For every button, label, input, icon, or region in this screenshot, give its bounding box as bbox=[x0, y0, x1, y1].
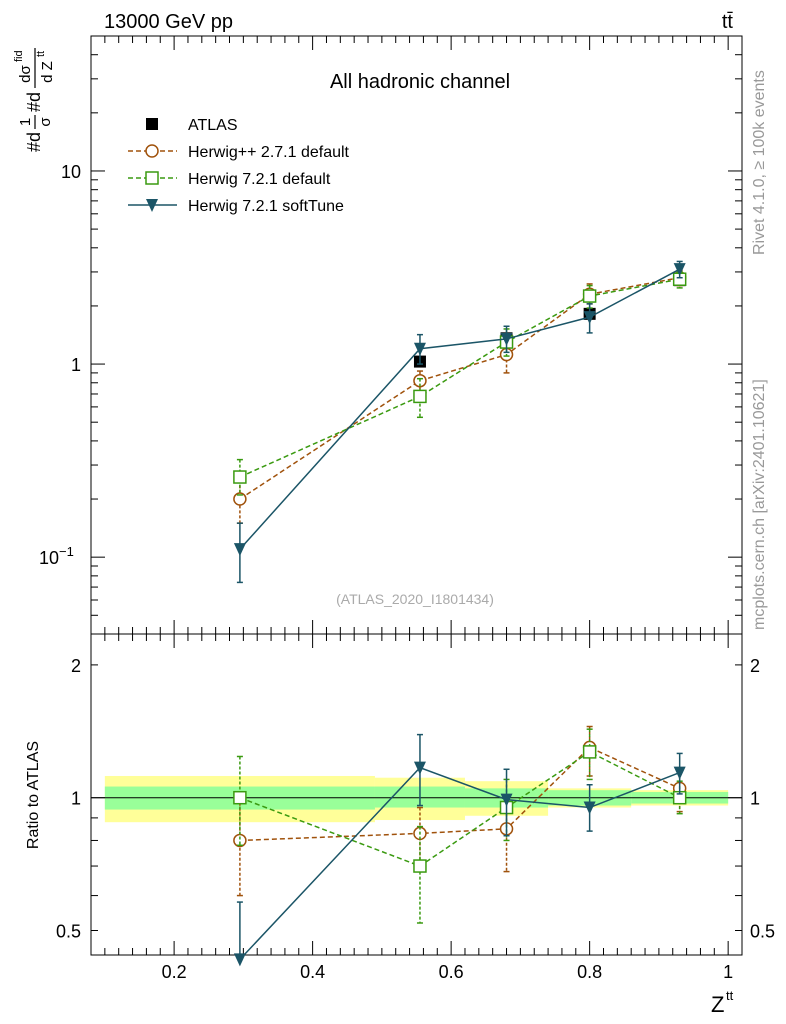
legend-label: Herwig 7.2.1 default bbox=[188, 171, 331, 188]
legend-marker bbox=[146, 118, 158, 130]
ratio-series-herwig-7-2-1-softtune bbox=[233, 733, 686, 967]
y-tick-label: 2 bbox=[71, 656, 81, 676]
ratio-panel: 0.2 0.4 0.6 0.8 1 0.5 0.5 1 1 2 2 bbox=[56, 633, 775, 982]
main-panel: All hadronic channel (ATLAS_2020_I180143… bbox=[39, 35, 743, 635]
legend-item: Herwig 7.2.1 softTune bbox=[128, 198, 344, 215]
data-point bbox=[233, 492, 247, 506]
legend-marker bbox=[145, 144, 159, 158]
legend: ATLAS Herwig++ 2.7.1 default Herwig 7.2.1 … bbox=[128, 117, 350, 215]
data-point bbox=[583, 311, 596, 325]
xlabel-sup: tt bbox=[726, 988, 734, 1003]
main-ylabel: #d 1 σ #d dσ fid d Z tt bbox=[13, 48, 56, 152]
y-tick-label: 1 bbox=[71, 355, 81, 375]
x-tick-label: 0.6 bbox=[439, 962, 464, 982]
data-point bbox=[233, 953, 246, 967]
legend-item: Herwig++ 2.7.1 default bbox=[128, 144, 350, 161]
ylabel-frac2-den-sup: tt bbox=[35, 51, 47, 57]
data-point bbox=[233, 790, 247, 805]
data-point bbox=[582, 289, 597, 303]
legend-label: Herwig++ 2.7.1 default bbox=[188, 144, 350, 161]
main-series bbox=[233, 260, 687, 584]
ylabel-frac2-den: d Z bbox=[39, 61, 56, 83]
data-point bbox=[413, 389, 427, 404]
ylabel-frac1-den: σ bbox=[37, 117, 54, 127]
ylabel-frac2-sup: fid bbox=[13, 50, 25, 62]
y-tick-label: 10 bbox=[61, 162, 81, 182]
data-point bbox=[583, 801, 596, 815]
data-point bbox=[413, 342, 426, 356]
x-tick-label: 0.2 bbox=[162, 962, 187, 982]
data-point bbox=[233, 470, 247, 484]
legend-label: Herwig 7.2.1 softTune bbox=[188, 198, 344, 215]
y-tick-label-right: 2 bbox=[750, 656, 760, 676]
y-tick-label: 1 bbox=[71, 789, 81, 809]
y-tick-label-right: 0.5 bbox=[750, 922, 775, 942]
ylabel-mid: #d bbox=[24, 92, 44, 112]
legend-item: ATLAS bbox=[146, 117, 238, 134]
data-point bbox=[500, 332, 513, 346]
channel-title: All hadronic channel bbox=[330, 71, 510, 93]
ylabel-frac1-num: 1 bbox=[17, 118, 34, 126]
legend-marker bbox=[146, 199, 158, 212]
x-tick-label: 1 bbox=[723, 962, 733, 982]
data-point bbox=[413, 859, 427, 873]
y-tick-label-right: 1 bbox=[750, 789, 760, 809]
energy-label: 13000 GeV pp bbox=[104, 11, 233, 33]
rivet-label: Rivet 4.1.0, ≥ 100k events bbox=[751, 70, 768, 255]
legend-item: Herwig 7.2.1 default bbox=[128, 171, 331, 188]
legend-marker bbox=[145, 171, 159, 185]
data-point bbox=[673, 263, 686, 277]
ratio-ticks: 0.2 0.4 0.6 0.8 1 0.5 0.5 1 1 2 2 bbox=[56, 634, 775, 982]
data-point bbox=[673, 766, 686, 780]
data-point bbox=[233, 543, 246, 557]
ratio-ylabel: Ratio to ATLAS bbox=[25, 741, 42, 849]
y-tick-label: 0.5 bbox=[56, 922, 81, 942]
main-series-herwig-7-2-1-softtune bbox=[233, 260, 686, 584]
process-label: tt̄ bbox=[722, 11, 734, 33]
data-point bbox=[413, 761, 426, 775]
xlabel-base: Z bbox=[711, 992, 724, 1017]
legend-label: ATLAS bbox=[188, 117, 238, 134]
x-tick-label: 0.4 bbox=[300, 962, 325, 982]
analysis-id: (ATLAS_2020_I1801434) bbox=[336, 591, 494, 607]
ratio-series bbox=[233, 725, 687, 967]
site-label: mcplots.cern.ch [arXiv:2401.10621] bbox=[751, 379, 768, 630]
ylabel-lhs: #d bbox=[24, 132, 44, 152]
ratio-frame bbox=[90, 633, 743, 956]
data-point bbox=[582, 745, 597, 759]
data-point bbox=[500, 793, 513, 807]
x-tick-label: 0.8 bbox=[577, 962, 602, 982]
xlabel: Z tt bbox=[711, 988, 734, 1017]
ylabel-frac2-num: dσ bbox=[17, 64, 34, 82]
